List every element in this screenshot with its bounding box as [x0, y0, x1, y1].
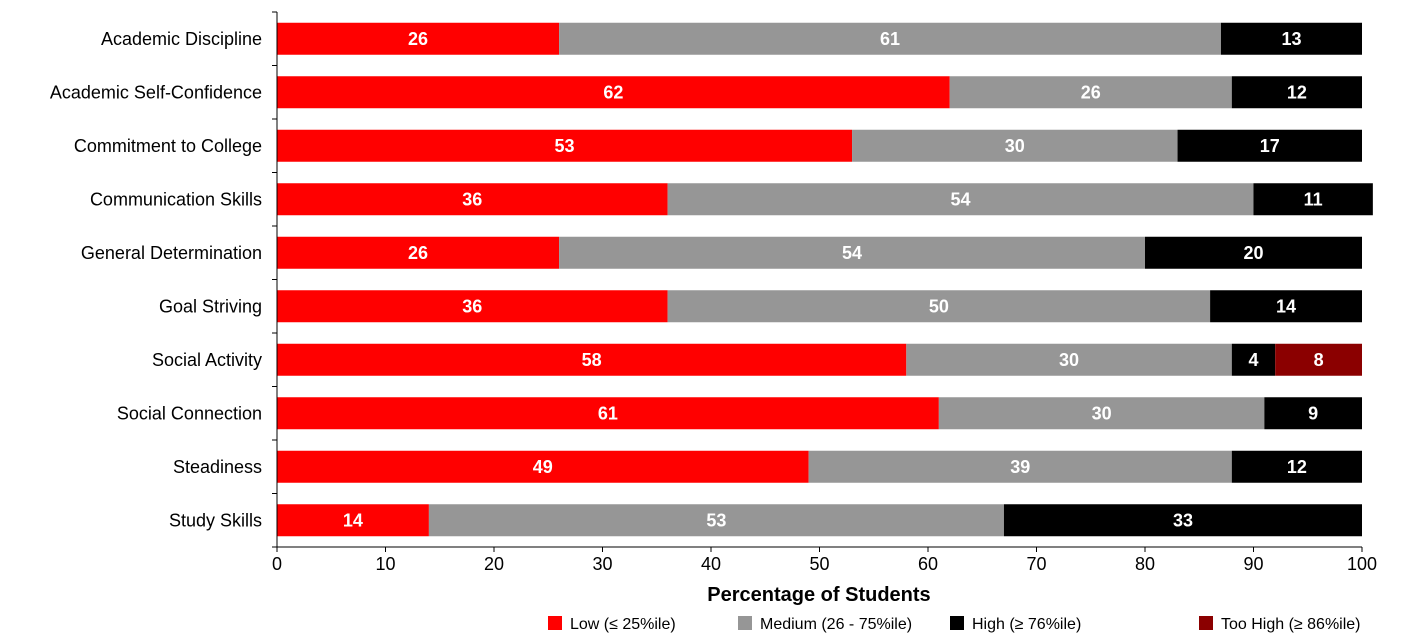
x-tick-label: 60 [918, 554, 938, 574]
data-label: 12 [1287, 82, 1307, 102]
bar-segment [277, 397, 939, 430]
data-label: 26 [408, 29, 428, 49]
bar-segment [1275, 343, 1362, 376]
data-label: 49 [533, 457, 553, 477]
x-tick-label: 30 [592, 554, 612, 574]
x-tick-label: 40 [701, 554, 721, 574]
data-label: 61 [880, 29, 900, 49]
data-label: 20 [1243, 243, 1263, 263]
bar-segment [1231, 343, 1276, 376]
bar-segment [1145, 236, 1362, 269]
bar-segment [1220, 22, 1362, 55]
data-label: 26 [408, 243, 428, 263]
bar-segment [1264, 397, 1362, 430]
category-label: General Determination [81, 243, 262, 263]
bar-segment [1177, 129, 1362, 162]
category-label: Goal Striving [159, 296, 262, 316]
data-label: 14 [1276, 296, 1296, 316]
x-tick-label: 0 [272, 554, 282, 574]
data-label: 9 [1308, 403, 1318, 423]
category-label: Academic Discipline [101, 29, 262, 49]
bar-segment [277, 343, 907, 376]
legend: Low (≤ 25%ile) Medium (26 - 75%ile) High (… [548, 616, 1361, 633]
category-label: Commitment to College [74, 136, 262, 156]
bar-segment [906, 343, 1232, 376]
bar-segment [277, 22, 560, 55]
category-label: Communication Skills [90, 189, 262, 209]
data-label: 53 [706, 510, 726, 530]
axes-group: 0 10 20 30 40 50 60 70 80 90 100 [272, 11, 1377, 574]
data-label: 54 [951, 189, 971, 209]
data-label: 30 [1092, 403, 1112, 423]
bar-segment [949, 76, 1232, 109]
data-label: 8 [1314, 350, 1324, 370]
x-tick-label: 20 [484, 554, 504, 574]
bar-segment [1003, 504, 1362, 537]
bar-segment [277, 504, 429, 537]
bar-segment [277, 236, 560, 269]
bar-segment [559, 22, 1221, 55]
legend-swatch [738, 616, 752, 630]
data-label: 36 [462, 189, 482, 209]
data-label: 13 [1281, 29, 1301, 49]
bar-segment [808, 450, 1232, 483]
bar-segment [667, 290, 1211, 323]
bar-segment [667, 183, 1254, 216]
data-label: 58 [582, 350, 602, 370]
legend-swatch [1199, 616, 1213, 630]
data-label: 12 [1287, 457, 1307, 477]
data-label: 50 [929, 296, 949, 316]
bar-segment [1253, 183, 1373, 216]
legend-label: Too High (≥ 86%ile) [1221, 616, 1361, 633]
x-axis-title: Percentage of Students [707, 584, 930, 606]
category-labels-group: Academic Discipline Academic Self-Confide… [50, 29, 262, 531]
legend-label: Low (≤ 25%ile) [570, 616, 676, 633]
bar-segment [1231, 450, 1362, 483]
data-label: 17 [1260, 136, 1280, 156]
data-label: 30 [1059, 350, 1079, 370]
data-label: 62 [603, 82, 623, 102]
bar-segment [1231, 76, 1362, 109]
legend-label: Medium (26 - 75%ile) [760, 616, 912, 633]
category-label: Steadiness [173, 457, 262, 477]
data-label: 26 [1081, 82, 1101, 102]
bar-segment [277, 450, 809, 483]
data-label: 39 [1010, 457, 1030, 477]
data-label: 61 [598, 403, 618, 423]
bar-segment [852, 129, 1178, 162]
data-label: 4 [1248, 350, 1258, 370]
bar-segment [277, 76, 950, 109]
x-tick-label: 100 [1347, 554, 1377, 574]
bar-segment [559, 236, 1145, 269]
legend-swatch [950, 616, 964, 630]
data-label: 54 [842, 243, 862, 263]
bar-segment [1210, 290, 1362, 323]
category-label: Study Skills [169, 510, 262, 530]
bar-segment [428, 504, 1004, 537]
category-label: Social Activity [152, 350, 262, 370]
x-tick-label: 90 [1243, 554, 1263, 574]
bar-segment [277, 290, 668, 323]
data-label: 33 [1173, 510, 1193, 530]
legend-label: High (≥ 76%ile) [972, 616, 1081, 633]
bar-segment [277, 129, 853, 162]
x-tick-label: 80 [1135, 554, 1155, 574]
legend-swatch [548, 616, 562, 630]
data-label: 11 [1304, 189, 1323, 209]
x-tick-label: 10 [375, 554, 395, 574]
data-label: 36 [462, 296, 482, 316]
bar-segment [938, 397, 1265, 430]
bars-group: 26 61 13 62 26 12 53 30 17 36 54 11 26 54 20 36 50 14 58 30… [277, 22, 1373, 537]
x-tick-label: 70 [1026, 554, 1046, 574]
data-label: 30 [1005, 136, 1025, 156]
category-label: Social Connection [117, 403, 262, 423]
data-label: 14 [343, 510, 363, 530]
category-label: Academic Self-Confidence [50, 82, 262, 102]
data-label: 53 [555, 136, 575, 156]
x-tick-label: 50 [809, 554, 829, 574]
bar-segment [277, 183, 668, 216]
